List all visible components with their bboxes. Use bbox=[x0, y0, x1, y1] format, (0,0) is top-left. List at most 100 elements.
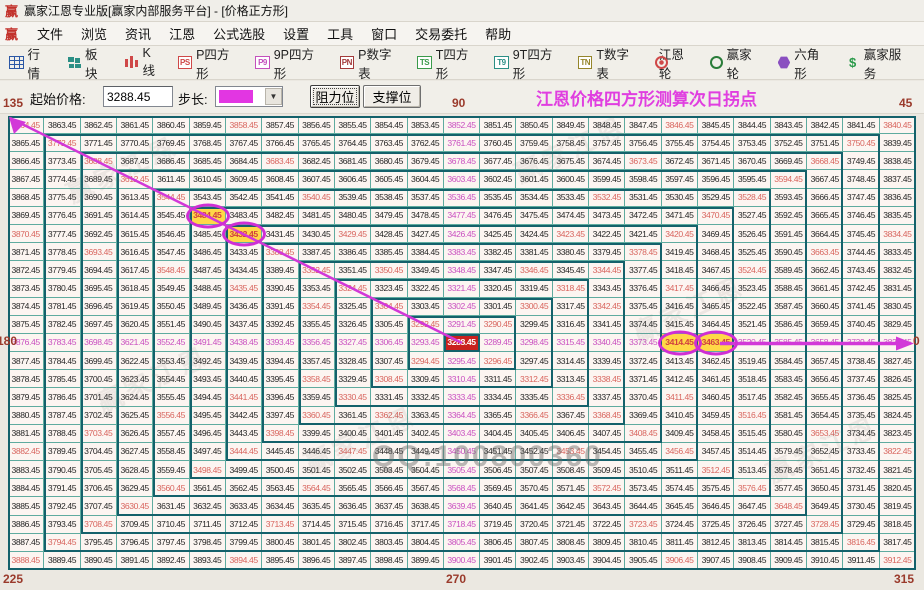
toolbar-button-板块[interactable]: 板块 bbox=[64, 42, 113, 84]
toolbar-button-9T四方形[interactable]: T9 9T四方形 bbox=[491, 42, 566, 84]
price-cell: 3377.45 bbox=[625, 261, 662, 280]
menu-item-文件[interactable]: 文件 bbox=[37, 27, 64, 42]
price-cell: 3513.45 bbox=[734, 461, 771, 480]
price-cell: 3592.45 bbox=[770, 206, 808, 225]
toolbar-button-T数字表[interactable]: TN T数字表 bbox=[575, 42, 643, 84]
price-cell: 3556.45 bbox=[153, 406, 190, 425]
price-cell: 3529.45 bbox=[698, 188, 735, 207]
price-cell: 3343.45 bbox=[589, 279, 626, 298]
price-cell: 3388.45 bbox=[262, 243, 299, 262]
price-cell: 3869.45 bbox=[8, 206, 45, 225]
price-cell: 3850.45 bbox=[516, 116, 553, 135]
price-cell: 3373.45 bbox=[625, 333, 662, 353]
step-color-dropdown[interactable]: ▼ bbox=[215, 86, 283, 107]
price-cell: 3742.45 bbox=[843, 279, 880, 298]
angle-label-135: 135 bbox=[3, 96, 24, 110]
price-cell: 3904.45 bbox=[589, 551, 626, 570]
price-cell: 3787.45 bbox=[44, 406, 81, 425]
price-cell: 3722.45 bbox=[589, 515, 626, 534]
menu-item-窗口[interactable]: 窗口 bbox=[371, 27, 398, 42]
menu-item-设置[interactable]: 设置 bbox=[283, 27, 310, 42]
price-cell: 3903.45 bbox=[552, 551, 590, 570]
price-cell: 3354.45 bbox=[298, 297, 335, 316]
price-cell: 3428.45 bbox=[371, 224, 408, 244]
price-cell: 3708.45 bbox=[80, 515, 117, 534]
toolbar-button-行情[interactable]: 行情 bbox=[6, 42, 55, 84]
menu-item-公式选股[interactable]: 公式选股 bbox=[213, 27, 266, 42]
price-cell: 3493.45 bbox=[189, 370, 226, 389]
price-cell: 3423.45 bbox=[552, 224, 590, 244]
price-cell: 3901.45 bbox=[480, 551, 517, 570]
price-cell: 3330.45 bbox=[334, 388, 372, 407]
toolbar-button-赢家轮[interactable]: 赢家轮 bbox=[707, 42, 766, 84]
menu-item-浏览[interactable]: 浏览 bbox=[81, 27, 108, 42]
price-cell: 3648.45 bbox=[770, 497, 808, 516]
resistance-button[interactable]: 阻力位 bbox=[310, 85, 360, 108]
price-cell: 3701.45 bbox=[80, 388, 117, 407]
price-cell: 3889.45 bbox=[44, 551, 81, 570]
toolbar-button-江恩轮[interactable]: 江恩轮 bbox=[652, 42, 698, 84]
price-cell: 3814.45 bbox=[770, 533, 808, 552]
price-cell: 3427.45 bbox=[407, 224, 444, 244]
price-cell: 3533.45 bbox=[552, 188, 590, 207]
price-cell: 3400.45 bbox=[334, 424, 372, 443]
toolbar-button-赢家服务[interactable]: $ 赢家服务 bbox=[842, 42, 915, 84]
price-cell: 3429.45 bbox=[334, 224, 372, 244]
price-cell: 3436.45 bbox=[225, 297, 263, 316]
menu-item-工具[interactable]: 工具 bbox=[327, 27, 354, 42]
price-cell: 3551.45 bbox=[153, 315, 190, 334]
menu-item-帮助[interactable]: 帮助 bbox=[485, 27, 512, 42]
price-cell: 3570.45 bbox=[516, 479, 553, 498]
price-cell: 3779.45 bbox=[44, 261, 81, 280]
price-cell: 3535.45 bbox=[480, 188, 517, 207]
price-cell: 3333.45 bbox=[443, 388, 481, 407]
toolbar-button-六角形[interactable]: 六角形 bbox=[775, 42, 834, 84]
angle-label-225: 225 bbox=[3, 572, 24, 586]
price-cell: 3561.45 bbox=[189, 479, 226, 498]
toolbar-button-P数字表[interactable]: PN P数字表 bbox=[337, 42, 406, 84]
price-cell: 3714.45 bbox=[298, 515, 335, 534]
toolbar-button-P四方形[interactable]: PS P四方形 bbox=[175, 42, 244, 84]
price-cell: 3308.45 bbox=[371, 370, 408, 389]
price-cell: 3788.45 bbox=[44, 424, 81, 443]
toolbar-button-9P四方形[interactable]: P9 9P四方形 bbox=[252, 42, 327, 84]
price-cell: 3348.45 bbox=[443, 261, 481, 280]
price-cell: 3880.45 bbox=[8, 406, 45, 425]
price-cell: 3488.45 bbox=[189, 279, 226, 298]
angle-label-90: 90 bbox=[452, 96, 466, 110]
price-cell: 3496.45 bbox=[189, 424, 226, 443]
price-cell: 3487.45 bbox=[189, 261, 226, 280]
price-cell: 3890.45 bbox=[80, 551, 117, 570]
price-cell: 3718.45 bbox=[443, 515, 481, 534]
price-cell: 3698.45 bbox=[80, 333, 117, 353]
price-cell: 3819.45 bbox=[879, 497, 916, 516]
price-cell: 3783.45 bbox=[44, 333, 81, 353]
price-cell: 3649.45 bbox=[807, 497, 844, 516]
chevron-down-icon[interactable]: ▼ bbox=[265, 88, 282, 105]
toolbar-button-K线[interactable]: K线 bbox=[121, 44, 166, 81]
price-cell: 3512.45 bbox=[698, 461, 735, 480]
menu-item-江恩[interactable]: 江恩 bbox=[169, 27, 196, 42]
price-cell: 3801.45 bbox=[298, 533, 335, 552]
price-cell: 3727.45 bbox=[770, 515, 808, 534]
toolbar-button-T四方形[interactable]: TS T四方形 bbox=[414, 42, 482, 84]
price-cell: 3425.45 bbox=[480, 224, 517, 244]
price-cell: 3511.45 bbox=[661, 461, 699, 480]
price-cell: 3840.45 bbox=[879, 116, 916, 135]
price-cell: 3812.45 bbox=[698, 533, 735, 552]
price-cell: 3549.45 bbox=[153, 279, 190, 298]
menu-item-交易委托[interactable]: 交易委托 bbox=[415, 27, 468, 42]
price-cell: 3691.45 bbox=[80, 206, 117, 225]
start-price-input[interactable] bbox=[103, 86, 173, 107]
price-cell: 3580.45 bbox=[770, 424, 808, 443]
support-button[interactable]: 支撑位 bbox=[363, 85, 421, 108]
price-cell: 3418.45 bbox=[661, 261, 699, 280]
angle-label-315: 315 bbox=[894, 572, 915, 586]
menu-item-资讯[interactable]: 资讯 bbox=[125, 27, 152, 42]
price-cell: 3817.45 bbox=[879, 533, 916, 552]
quotes-table-icon bbox=[9, 56, 24, 69]
price-cell: 3911.45 bbox=[843, 551, 880, 570]
price-cell: 3639.45 bbox=[443, 497, 481, 516]
price-cell: 3433.45 bbox=[225, 243, 263, 262]
price-cell: 3304.45 bbox=[371, 297, 408, 316]
